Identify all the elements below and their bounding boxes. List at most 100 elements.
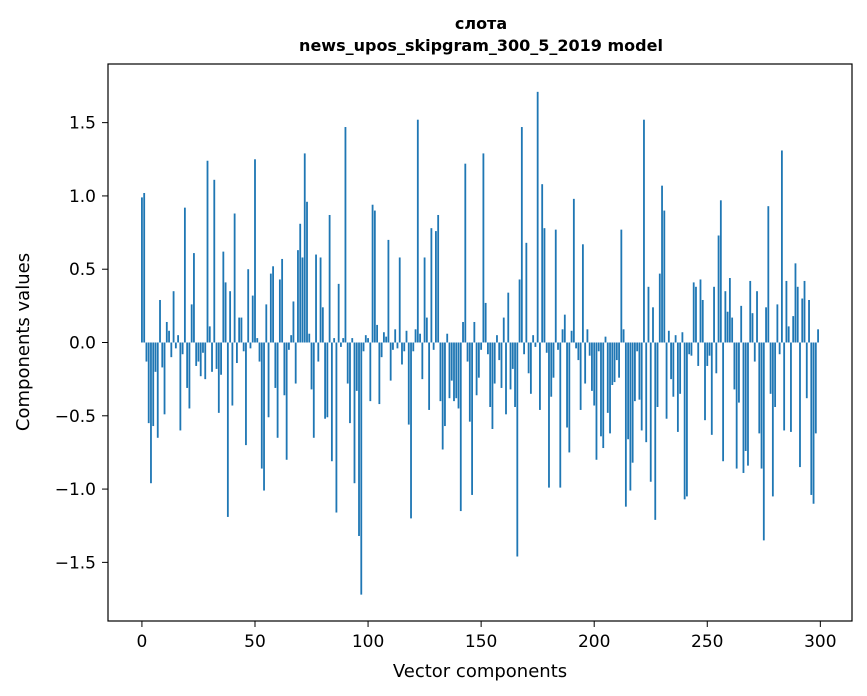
bar-component-108 (385, 336, 388, 343)
bar-component-7 (156, 342, 159, 438)
bar-component-285 (785, 280, 788, 343)
bar-component-101 (369, 342, 372, 402)
bar-component-36 (222, 251, 225, 343)
bar-component-33 (215, 342, 218, 369)
bar-component-25 (197, 342, 200, 362)
bar-component-214 (624, 342, 627, 507)
bar-component-281 (776, 304, 779, 343)
bar-component-26 (199, 342, 202, 377)
bar-component-161 (505, 342, 507, 415)
bar-component-60 (276, 342, 279, 438)
bar-component-151 (482, 153, 485, 343)
bar-component-220 (638, 342, 641, 400)
bar-component-268 (747, 342, 749, 466)
bar-component-264 (738, 342, 740, 403)
bar-component-291 (799, 342, 801, 468)
bar-component-48 (249, 342, 252, 349)
bar-component-99 (364, 335, 367, 343)
bar-component-188 (566, 342, 568, 428)
bar-component-137 (450, 342, 453, 381)
y-axis-label: Components values (13, 253, 34, 431)
bar-component-165 (514, 342, 516, 407)
bar-component-215 (627, 342, 630, 440)
bar-component-241 (686, 342, 688, 497)
bar-component-167 (518, 279, 521, 343)
bar-component-22 (190, 304, 193, 343)
bar-component-114 (398, 257, 401, 343)
bar-component-4 (150, 342, 152, 484)
bar-component-64 (285, 342, 288, 460)
bar-component-227 (654, 342, 657, 520)
bar-component-176 (539, 342, 541, 410)
bar-component-283 (780, 150, 783, 343)
bar-component-179 (545, 342, 548, 353)
bar-component-187 (563, 314, 566, 343)
bar-component-13 (170, 342, 173, 358)
bar-component-257 (722, 342, 725, 462)
bar-component-230 (661, 185, 663, 343)
x-axis-ticks: 0 50 100 150 200 250 300 (137, 621, 837, 652)
bar-component-116 (403, 342, 406, 352)
bar-component-100 (367, 338, 369, 343)
bar-component-81 (324, 342, 326, 419)
bar-component-83 (328, 214, 331, 343)
bar-component-198 (588, 342, 591, 356)
bar-component-37 (224, 282, 227, 343)
x-tick-label: 0 (137, 632, 148, 652)
bar-component-76 (312, 342, 315, 438)
bar-component-141 (459, 342, 462, 512)
bar-component-175 (536, 91, 539, 343)
bar-component-129 (432, 342, 435, 350)
bar-component-202 (597, 342, 600, 352)
bar-component-292 (801, 298, 804, 343)
bar-component-29 (206, 160, 209, 343)
bar-component-265 (740, 305, 743, 343)
bar-component-8 (159, 299, 161, 343)
bar-component-71 (301, 257, 304, 343)
bar-component-35 (220, 342, 222, 375)
y-tick-label: 0.0 (69, 334, 96, 354)
bar-component-79 (319, 257, 322, 343)
bar-component-34 (217, 342, 220, 413)
bar-component-70 (299, 223, 302, 343)
bar-component-290 (796, 286, 799, 343)
bar-component-10 (163, 342, 166, 415)
bar-component-91 (346, 342, 349, 384)
bar-component-190 (570, 330, 573, 343)
bar-component-212 (620, 229, 623, 343)
bar-component-211 (618, 342, 620, 378)
y-tick-label: −0.5 (55, 407, 96, 427)
bar-component-87 (337, 283, 340, 343)
bar-component-72 (303, 153, 306, 343)
bar-component-239 (681, 332, 684, 343)
bar-component-96 (358, 342, 360, 536)
bar-component-183 (554, 229, 557, 343)
bar-component-263 (735, 342, 738, 469)
bar-component-73 (306, 201, 308, 343)
bar-component-162 (507, 292, 510, 343)
bar-component-132 (439, 342, 442, 402)
bar-component-74 (308, 333, 311, 343)
y-tick-label: −1.0 (55, 480, 96, 500)
bar-component-0 (141, 197, 143, 343)
bar-component-242 (688, 342, 691, 355)
bar-component-138 (453, 342, 455, 402)
bar-component-249 (704, 342, 706, 421)
bar-component-3 (147, 342, 150, 424)
bar-component-169 (523, 342, 525, 355)
bar-component-69 (297, 250, 299, 343)
bar-component-104 (376, 324, 379, 343)
bar-component-192 (575, 342, 578, 349)
bar-component-243 (690, 342, 693, 356)
bar-component-20 (186, 342, 189, 388)
bar-component-289 (794, 263, 797, 343)
bar-component-180 (548, 342, 550, 488)
bar-component-98 (362, 342, 365, 352)
bar-component-75 (310, 342, 313, 390)
bar-component-238 (679, 342, 682, 394)
bar-component-93 (351, 338, 354, 343)
bar-component-258 (724, 291, 727, 343)
bar-component-39 (229, 291, 232, 343)
bar-component-54 (263, 342, 265, 491)
bar-component-102 (371, 204, 374, 343)
